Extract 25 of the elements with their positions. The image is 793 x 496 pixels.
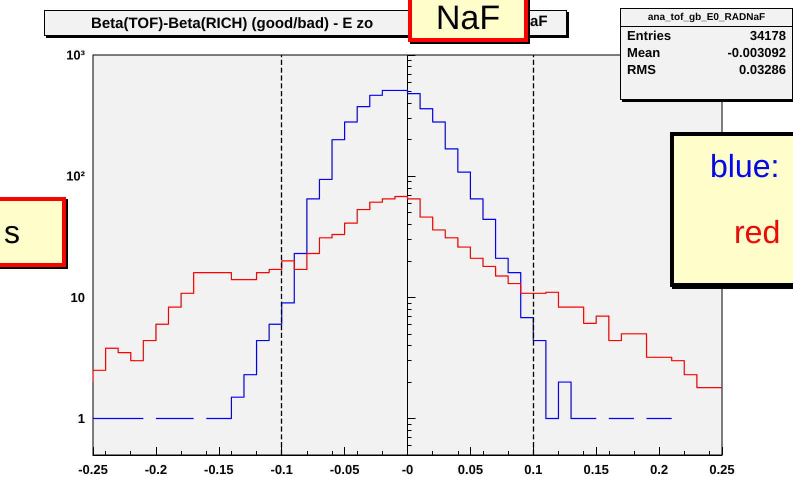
text: NaF: [408, 0, 528, 42]
x-tick-label: -0.05: [330, 462, 360, 477]
text: Entries 34178: [627, 28, 786, 43]
x-tick-label: -0.15: [204, 462, 234, 477]
y-tick-label: 10: [70, 290, 85, 305]
x-tick-label: -0.25: [78, 462, 108, 477]
y-tick-label: 1: [78, 411, 85, 426]
text: aF: [530, 13, 548, 31]
y-tick-label: 10³: [66, 48, 86, 62]
x-tick-label: 0.2: [650, 462, 668, 477]
text: RMS 0.03286: [627, 62, 786, 77]
x-tick-label: 0.05: [458, 462, 484, 477]
chart-title: Beta(TOF)-Beta(RICH) (good/bad) - E zo: [91, 15, 374, 32]
x-tick-label: 0.25: [709, 462, 735, 477]
x-tick-label: -0.1: [270, 462, 293, 477]
annotation: blue:: [710, 148, 780, 185]
x-tick-label: 0.15: [584, 462, 609, 477]
x-tick-label: -0: [402, 462, 414, 477]
x-tick-label: -0.2: [144, 462, 168, 477]
text: s: [0, 197, 66, 267]
text: ana_tof_gb_E0_RADNaF: [621, 9, 792, 27]
x-tick-label: 0.1: [524, 462, 542, 477]
text: red: [734, 214, 780, 251]
text: Mean -0.003092: [627, 45, 786, 60]
y-tick-label: 10²: [66, 168, 86, 184]
